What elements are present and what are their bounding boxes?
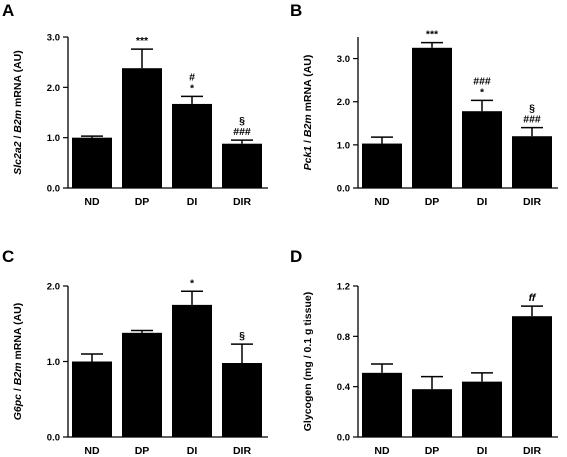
category-label: ND — [84, 196, 100, 208]
bar — [72, 137, 112, 188]
category-label: DIR — [233, 445, 252, 457]
y-tick-label: 2.0 — [47, 282, 60, 293]
category-label: ND — [374, 445, 390, 457]
category-label: DIR — [523, 196, 542, 208]
y-tick-label: 0.0 — [337, 184, 350, 195]
y-axis-label-part: / — [12, 385, 24, 394]
significance-annotation: ### — [233, 126, 251, 138]
y-tick-label: 1.0 — [47, 133, 60, 144]
y-tick-label: 1.0 — [337, 140, 350, 151]
y-axis-label-part: Glycogen (mg / 0.1 g tissue) — [302, 292, 314, 431]
significance-annotation: § — [239, 330, 245, 342]
y-axis-label: Glycogen (mg / 0.1 g tissue) — [302, 292, 314, 431]
y-axis-label-part: B2m — [302, 114, 314, 137]
bar — [462, 381, 502, 437]
y-axis-label-part: B2m — [12, 362, 24, 385]
significance-annotation: *** — [426, 29, 439, 41]
y-tick-label: 1.2 — [337, 282, 350, 293]
significance-annotation: *** — [136, 35, 149, 47]
y-axis-label-part: mRNA (AU) — [12, 50, 24, 110]
y-tick-label: 2.0 — [47, 83, 60, 94]
panel-letter: D — [290, 247, 302, 266]
y-tick-label: 0.4 — [337, 382, 351, 393]
y-axis-label-part: B2m — [12, 110, 24, 133]
significance-annotation: ff — [529, 292, 537, 304]
bar — [362, 143, 402, 188]
bar — [72, 361, 112, 437]
significance-annotation: # — [189, 71, 195, 83]
y-axis-label: Slc2a2 / B2m mRNA (AU) — [12, 50, 24, 175]
bar — [412, 47, 452, 189]
significance-annotation: ### — [473, 75, 491, 87]
category-label: DI — [477, 196, 488, 208]
y-axis-label-part: mRNA (AU) — [302, 55, 314, 115]
bar — [222, 363, 262, 437]
category-label: ND — [374, 196, 390, 208]
y-tick-label: 3.0 — [337, 54, 350, 65]
category-label: DP — [135, 196, 150, 208]
panel-letter: C — [2, 247, 14, 266]
bar — [512, 316, 552, 437]
y-axis-label-part: Pck1 — [302, 146, 314, 171]
panel-d: D Glycogen (mg / 0.1 g tissue) 0.0 0.4 0.8 1.… — [290, 247, 558, 457]
y-axis-label-part: / — [302, 137, 314, 146]
category-label: ND — [84, 445, 100, 457]
bar — [122, 332, 162, 437]
category-label: DP — [425, 445, 440, 457]
bar — [412, 389, 452, 437]
panel-letter: A — [2, 1, 14, 20]
y-tick-label: 1.0 — [47, 357, 60, 368]
bar — [512, 136, 552, 188]
panel-letter: B — [290, 1, 302, 20]
category-label: DP — [425, 196, 440, 208]
y-axis-label-part: / — [12, 133, 24, 142]
y-tick-label: 3.0 — [47, 33, 60, 44]
significance-annotation: § — [239, 115, 245, 127]
y-tick-label: 0.0 — [47, 184, 60, 195]
significance-annotation: * — [190, 277, 195, 289]
bar — [222, 143, 262, 188]
significance-annotation: § — [529, 103, 535, 115]
significance-annotation: * — [480, 86, 485, 98]
category-label: DP — [135, 445, 150, 457]
bar — [172, 304, 212, 437]
y-tick-label: 0.0 — [47, 433, 60, 444]
category-label: DIR — [233, 196, 252, 208]
category-label: DI — [187, 445, 198, 457]
y-axis-label: Pck1 / B2m mRNA (AU) — [302, 55, 314, 171]
bar — [362, 372, 402, 437]
bar — [462, 111, 502, 188]
panel-a: A Slc2a2 / B2m mRNA (AU) 0.0 1.0 2.0 3.0 ND DP *… — [2, 1, 268, 208]
y-axis-label-part: G6pc — [12, 394, 24, 420]
bar — [172, 103, 212, 188]
y-tick-label: 0.8 — [337, 332, 350, 343]
y-tick-label: 0.0 — [337, 433, 350, 444]
category-label: DI — [477, 445, 488, 457]
y-axis-label: G6pc / B2m mRNA (AU) — [12, 303, 24, 421]
panel-c: C G6pc / B2m mRNA (AU) 0.0 1.0 2.0 ND DP DI * DIR… — [2, 247, 268, 457]
significance-annotation: * — [190, 82, 195, 94]
bar — [122, 68, 162, 188]
significance-annotation: ### — [523, 114, 541, 126]
category-label: DI — [187, 196, 198, 208]
category-label: DIR — [523, 445, 542, 457]
y-tick-label: 2.0 — [337, 97, 350, 108]
y-axis-label-part: Slc2a2 — [12, 141, 24, 174]
y-axis-label-part: mRNA (AU) — [12, 303, 24, 363]
